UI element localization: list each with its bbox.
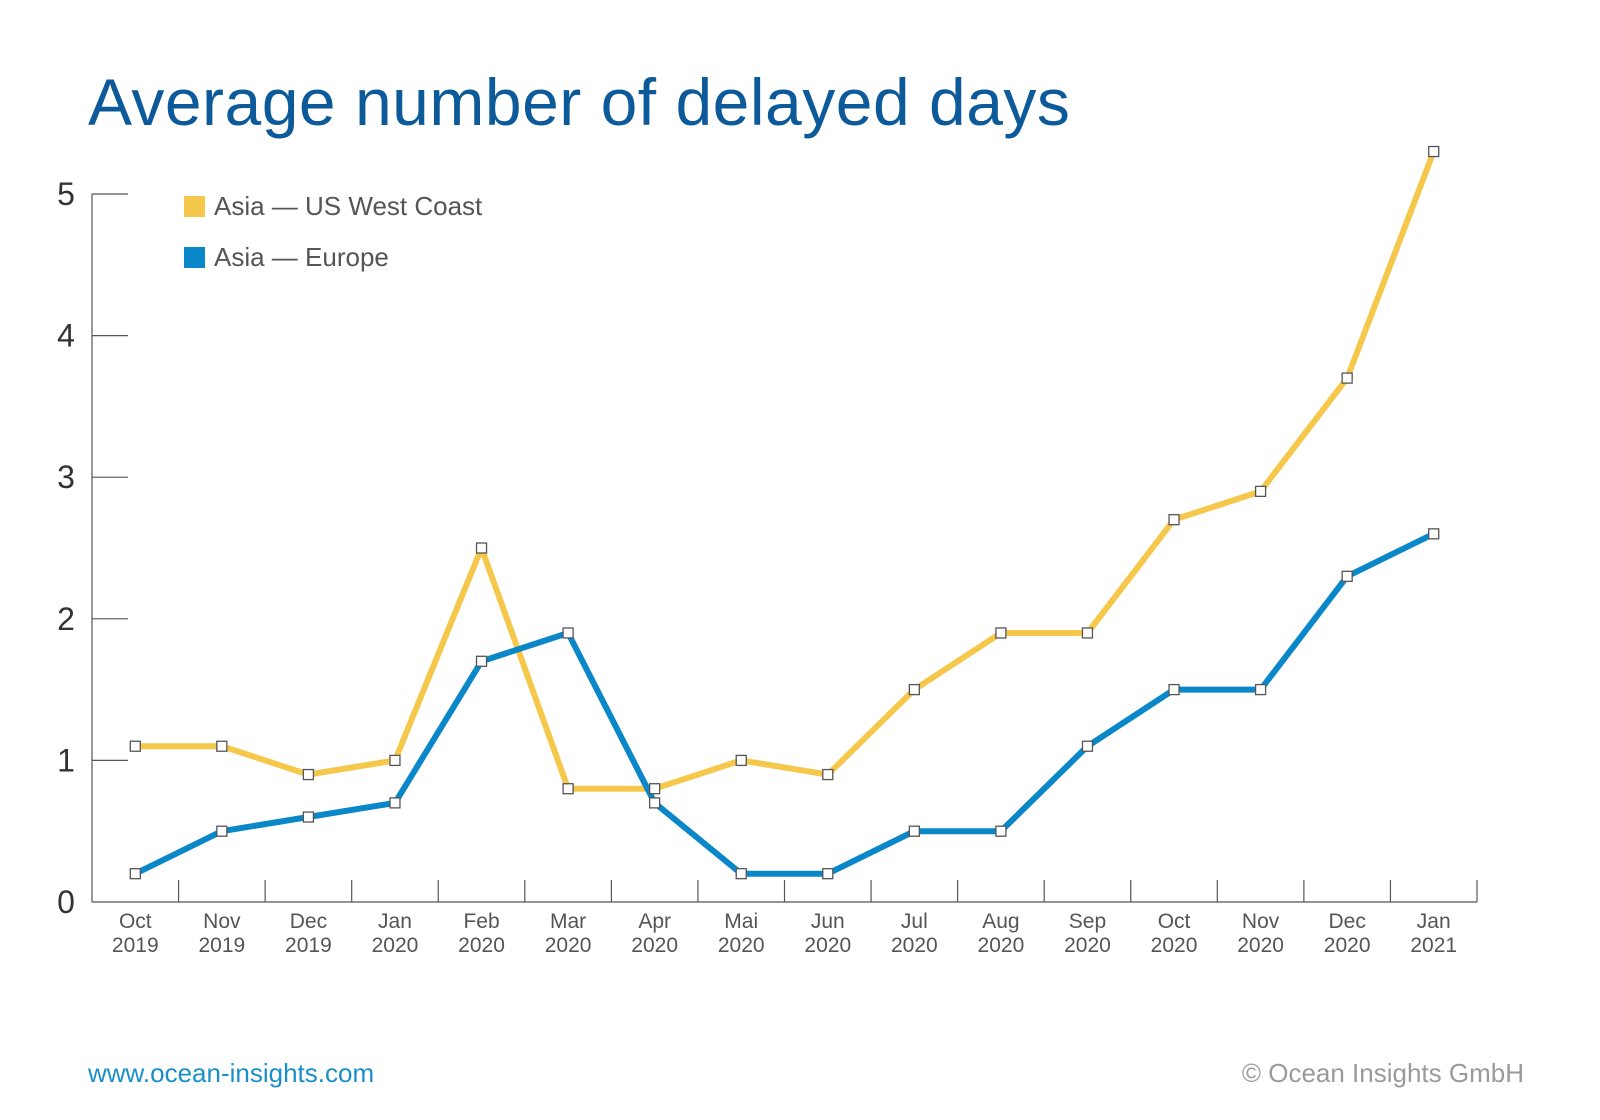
series-line — [135, 534, 1433, 874]
x-tick-label: Nov 2020 — [1237, 910, 1284, 957]
copyright-text: © Ocean Insights GmbH — [1242, 1058, 1524, 1089]
x-tick-label: Dec 2020 — [1324, 910, 1371, 957]
data-point — [1342, 571, 1352, 581]
data-point — [477, 656, 487, 666]
legend-swatch — [184, 196, 205, 217]
x-tick-label: Jan 2020 — [372, 910, 419, 957]
x-tick-label: Feb 2020 — [458, 910, 505, 957]
y-tick-label: 5 — [57, 176, 75, 212]
data-point — [303, 812, 313, 822]
data-point — [1169, 515, 1179, 525]
x-tick-label: Jan 2021 — [1410, 910, 1457, 957]
data-point — [1082, 741, 1092, 751]
x-tick-label: Sep 2020 — [1064, 910, 1111, 957]
data-point — [823, 869, 833, 879]
data-point — [563, 784, 573, 794]
legend-label: Asia — US West Coast — [214, 191, 483, 221]
data-point — [736, 869, 746, 879]
x-tick-label: Jun 2020 — [804, 910, 851, 957]
data-point — [909, 826, 919, 836]
x-tick-label: Aug 2020 — [978, 910, 1025, 957]
x-axis-ticks: Oct 2019 Nov 2019 Dec 2019 Jan 2020 Feb 2020 Mar 20… — [112, 880, 1477, 957]
x-tick-label: Mai 2020 — [718, 910, 765, 957]
x-tick-label: Jul 2020 — [891, 910, 938, 957]
data-point — [390, 798, 400, 808]
data-point — [1429, 147, 1439, 157]
x-tick-label: Apr 2020 — [631, 910, 678, 957]
axes — [92, 194, 1477, 902]
data-point — [477, 543, 487, 553]
y-tick-label: 3 — [57, 459, 75, 495]
data-point — [1342, 373, 1352, 383]
data-point — [1082, 628, 1092, 638]
y-tick-label: 4 — [57, 318, 75, 354]
website-link[interactable]: www.ocean-insights.com — [88, 1058, 374, 1089]
data-point — [909, 685, 919, 695]
x-tick-label: Dec 2019 — [285, 910, 332, 957]
y-tick-label: 0 — [57, 884, 75, 920]
data-point — [1429, 529, 1439, 539]
data-point — [736, 755, 746, 765]
data-point — [1169, 685, 1179, 695]
data-point — [390, 755, 400, 765]
data-point — [1256, 685, 1266, 695]
data-point — [650, 784, 660, 794]
y-tick-label: 2 — [57, 601, 75, 637]
data-point — [996, 628, 1006, 638]
y-tick-label: 1 — [57, 742, 75, 778]
data-point — [130, 869, 140, 879]
data-point — [823, 770, 833, 780]
line-chart: 0 1 2 3 4 5 Oct 2019 Nov 2019 Dec 2019 Jan 2020 Feb 20… — [0, 0, 1600, 1040]
x-tick-label: Mar 2020 — [545, 910, 592, 957]
x-tick-label: Oct 2020 — [1151, 910, 1198, 957]
data-point — [217, 826, 227, 836]
data-point — [303, 770, 313, 780]
x-tick-label: Oct 2019 — [112, 910, 159, 957]
data-point — [650, 798, 660, 808]
legend-label: Asia — Europe — [214, 242, 389, 272]
data-point — [563, 628, 573, 638]
data-point — [130, 741, 140, 751]
legend: Asia — US West Coast Asia — Europe — [184, 191, 483, 272]
x-tick-label: Nov 2019 — [198, 910, 245, 957]
legend-swatch — [184, 247, 205, 268]
data-point — [1256, 486, 1266, 496]
data-point — [996, 826, 1006, 836]
data-point — [217, 741, 227, 751]
